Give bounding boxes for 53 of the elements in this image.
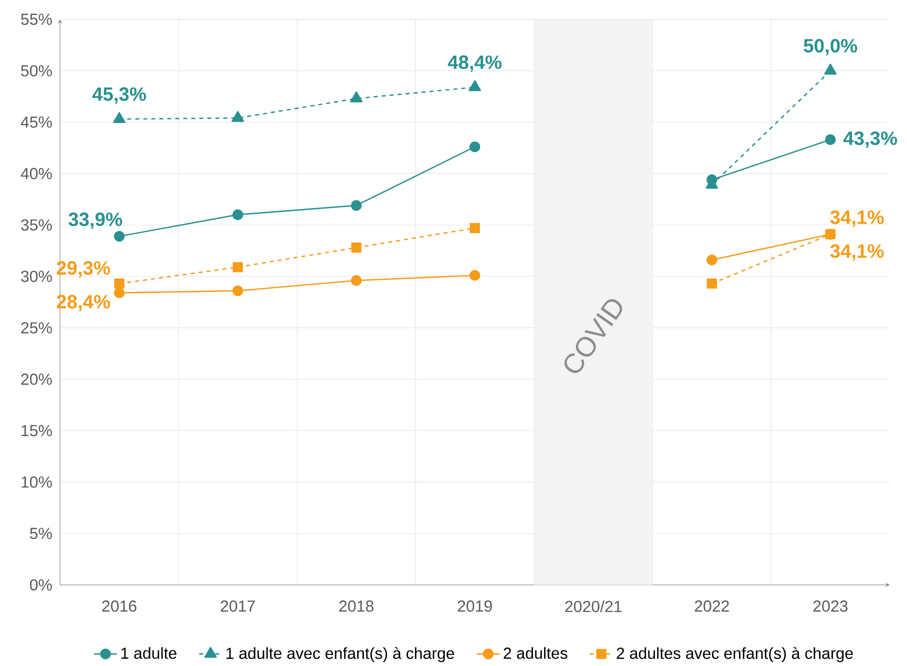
x-tick-label: 2016 xyxy=(102,600,136,612)
x-tick-label: 2020/21 xyxy=(565,600,622,612)
y-tick-label: 0% xyxy=(30,579,52,590)
legend-label: 2 adultes avec enfant(s) à charge xyxy=(616,646,853,662)
y-tick-label: 25% xyxy=(21,322,52,334)
point xyxy=(114,278,124,289)
point xyxy=(232,285,244,296)
point xyxy=(351,242,362,253)
point xyxy=(825,229,836,240)
x-tick-label: 2023 xyxy=(813,600,848,612)
x-tick-label: 2022 xyxy=(694,600,729,612)
y-tick-label: 45% xyxy=(20,116,52,128)
data-label: 50,0% xyxy=(804,38,858,56)
data-label: 28,4% xyxy=(56,294,110,312)
point xyxy=(350,275,362,286)
point xyxy=(824,64,837,75)
point xyxy=(232,110,244,122)
point xyxy=(232,209,244,220)
legend-label: 2 adultes xyxy=(504,647,568,659)
data-label: 34,1% xyxy=(830,244,884,261)
point xyxy=(114,287,125,298)
y-tick-label: 15% xyxy=(22,424,52,436)
y-tick-label: 30% xyxy=(21,270,52,282)
point xyxy=(470,141,480,152)
data-label: 33,9% xyxy=(68,212,122,229)
point xyxy=(825,134,836,145)
point xyxy=(470,270,480,281)
x-tick-label: 2019 xyxy=(458,600,492,612)
point xyxy=(350,200,362,211)
x-tick-label: 2018 xyxy=(339,600,374,612)
y-tick-label: 55% xyxy=(21,14,52,25)
point xyxy=(232,262,243,272)
y-tick-label: 10% xyxy=(22,476,52,488)
y-tick-label: 5% xyxy=(30,528,52,539)
x-tick-label: 2017 xyxy=(220,600,255,612)
legend-label: 1 adulte xyxy=(121,647,176,659)
legend-label: 1 adulte avec enfant(s) à charge xyxy=(226,646,454,662)
y-tick-label: 40% xyxy=(20,168,52,180)
data-label: 29,3% xyxy=(56,261,110,278)
point xyxy=(706,278,717,289)
point xyxy=(468,80,482,91)
data-label: 45,3% xyxy=(92,87,146,104)
point xyxy=(350,91,363,102)
y-tick-label: 20% xyxy=(21,373,52,385)
point xyxy=(470,222,480,234)
data-label: 34,1% xyxy=(830,210,884,227)
y-tick-label: 50% xyxy=(21,64,52,76)
data-label: 48,4% xyxy=(448,55,502,72)
y-tick-label: 35% xyxy=(21,219,52,231)
point xyxy=(114,230,125,242)
point xyxy=(113,112,126,123)
point xyxy=(706,254,718,266)
data-label: 43,3% xyxy=(843,131,898,148)
